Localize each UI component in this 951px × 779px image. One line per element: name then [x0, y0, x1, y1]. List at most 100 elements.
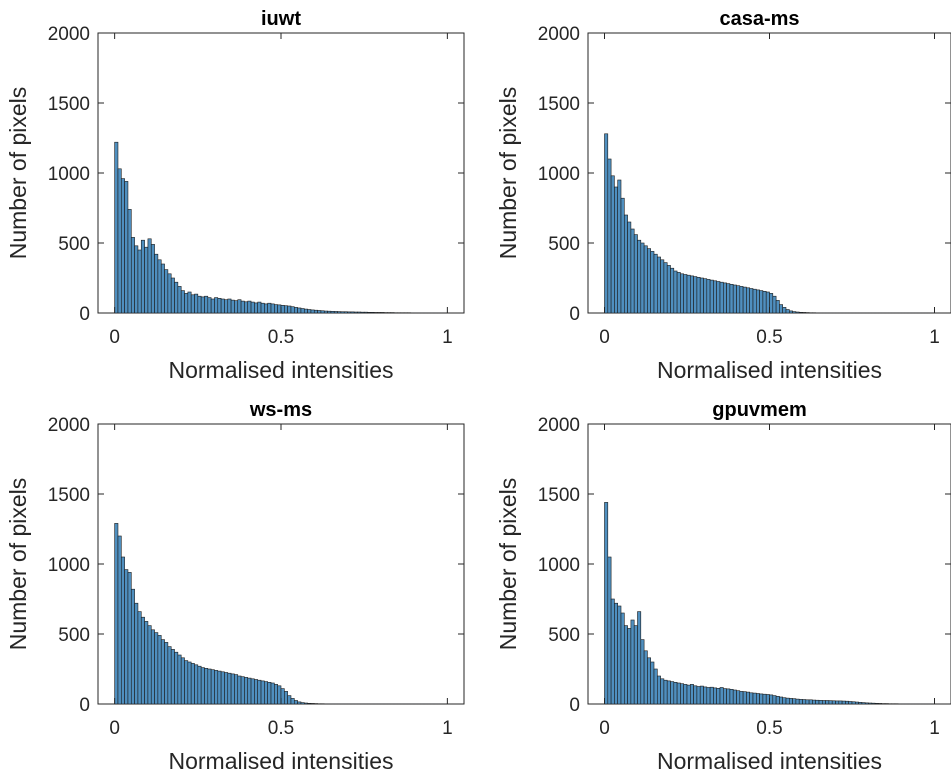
histogram-bar: [818, 700, 823, 705]
histogram-bar: [858, 702, 863, 705]
histogram-bar: [134, 602, 139, 705]
histogram-bar: [313, 309, 318, 314]
histogram-bar: [693, 276, 698, 314]
histogram-bar: [274, 304, 278, 314]
histogram-bar: [874, 702, 879, 705]
histogram-bar: [300, 308, 305, 314]
histogram-bar: [244, 677, 249, 705]
histogram-bar: [250, 678, 255, 705]
histogram-bar: [240, 676, 245, 705]
histogram-bar: [247, 300, 252, 314]
y-tick-label: 2000: [538, 24, 580, 45]
histogram-bar: [706, 279, 711, 314]
histogram-bar: [614, 186, 619, 314]
histogram-bar: [680, 273, 685, 314]
histogram-bar: [363, 311, 368, 314]
histogram-bar: [779, 304, 784, 314]
histogram-bar: [848, 701, 853, 705]
histogram-bar: [726, 688, 731, 705]
y-axis-label: Number of pixels: [5, 87, 31, 260]
histogram-bar: [237, 675, 242, 705]
histogram-bar: [775, 695, 780, 705]
histogram-bar: [683, 684, 688, 705]
histogram-bar: [310, 703, 315, 705]
y-tick-label: 500: [548, 234, 580, 255]
histogram-bar: [653, 253, 658, 314]
histogram-bar: [194, 664, 199, 705]
histogram-bar: [775, 300, 780, 314]
histogram-bar: [805, 699, 810, 705]
y-tick-label: 0: [79, 304, 90, 325]
histogram-bar: [617, 179, 622, 314]
histogram-bar: [633, 625, 638, 705]
histogram-bar: [798, 699, 803, 705]
histogram-bar: [637, 239, 642, 314]
histogram-bar: [264, 681, 268, 705]
histogram-bar: [610, 175, 615, 314]
histogram-bar: [330, 311, 335, 314]
histogram-bar: [257, 301, 262, 314]
histogram-bar: [140, 239, 145, 314]
histogram-bar: [167, 273, 172, 314]
histogram-bar: [647, 248, 652, 314]
histogram-bar: [861, 702, 866, 705]
y-tick-label: 2000: [48, 415, 90, 436]
panel-2: 0 500 1000 1500 2000 0 0.5 1 casa-ms Normalised i…: [495, 8, 951, 383]
histogram-bar: [821, 700, 826, 705]
panel-title: casa-ms: [719, 8, 799, 30]
histogram-bar: [630, 619, 635, 705]
histogram-bar: [284, 305, 288, 314]
x-tick-label: 1: [442, 327, 453, 348]
y-tick-label: 500: [58, 234, 90, 255]
histogram-bar: [835, 700, 840, 705]
histogram-bar: [689, 684, 694, 705]
histogram-bar: [343, 311, 348, 314]
x-tick-label: 0: [599, 327, 610, 348]
x-tick-label: 1: [929, 327, 940, 348]
histogram-bar: [260, 302, 265, 314]
histogram-bar: [825, 700, 830, 705]
y-tick-label: 500: [548, 625, 580, 646]
histogram-bar: [643, 650, 648, 705]
histogram-bar: [726, 283, 731, 314]
histogram-bar: [177, 286, 182, 314]
histogram-bar: [240, 300, 245, 314]
histogram-bar: [373, 312, 378, 314]
histogram-bar: [164, 269, 169, 314]
histogram-bar: [610, 598, 615, 705]
histogram-bar: [117, 535, 122, 705]
histogram-bar: [828, 700, 833, 705]
panel-title: iuwt: [261, 8, 301, 30]
histogram-bar: [250, 301, 255, 314]
histogram-bar: [660, 259, 665, 314]
histogram-bar: [696, 276, 701, 314]
histogram-bars: [604, 502, 935, 705]
histogram-bar: [224, 299, 229, 314]
y-tick-label: 1000: [538, 164, 580, 185]
histogram-bar: [871, 702, 876, 705]
x-tick-label: 1: [929, 718, 940, 739]
histogram-bar: [689, 275, 694, 314]
histogram-bar: [254, 679, 259, 705]
histogram-bar: [798, 311, 803, 314]
histogram-bar: [706, 687, 711, 705]
histogram-bar: [284, 691, 288, 705]
histogram-bar: [380, 312, 385, 314]
histogram-bar: [713, 280, 718, 314]
histogram-bar: [360, 311, 365, 314]
histogram-bar: [656, 256, 661, 314]
histogram-bar: [144, 246, 149, 314]
histogram-bar: [604, 502, 609, 705]
histogram-bar: [224, 672, 229, 705]
histogram-bar: [220, 298, 225, 314]
histogram-bar: [630, 228, 635, 314]
histogram-bar: [120, 556, 125, 705]
histogram-bar: [154, 253, 159, 314]
histogram-bar: [831, 700, 836, 705]
histogram-bar: [154, 632, 159, 705]
histogram-bar: [217, 297, 222, 314]
histogram-bar: [749, 692, 754, 705]
histogram-bar: [686, 274, 691, 314]
histogram-bar: [357, 311, 362, 314]
histogram-bar: [114, 141, 119, 314]
